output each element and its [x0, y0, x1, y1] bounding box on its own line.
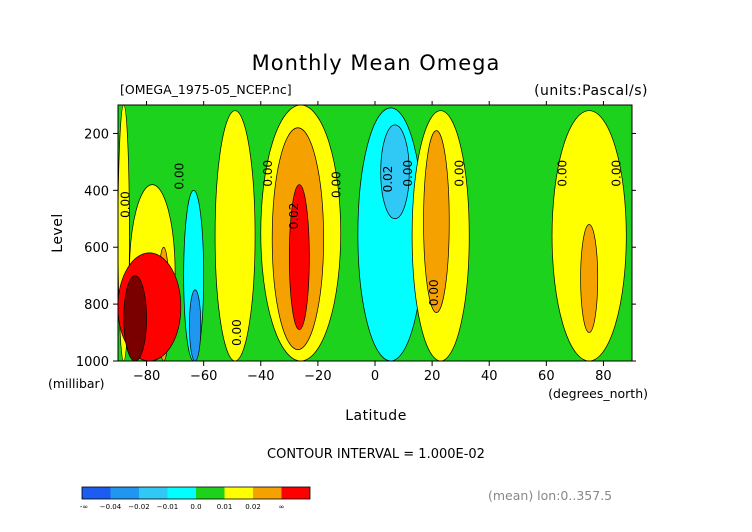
colorbar-swatch — [224, 487, 253, 499]
x-tick-label: −60 — [190, 369, 217, 384]
mean-label: (mean) lon:0..357.5 — [488, 488, 612, 503]
colorbar: -∞ −0.04 −0.02 −0.01 0.0 0.01 0.02 ∞ — [80, 486, 311, 511]
contour-region-lightblue — [380, 124, 410, 220]
contour-region-orange — [423, 130, 450, 313]
colorbar-swatch — [281, 487, 310, 499]
colorbar-label: 0.02 — [245, 503, 261, 511]
colorbar-label: −0.04 — [100, 503, 122, 511]
y-axis: 200 400 600 800 1000 — [76, 127, 636, 370]
x-axis-label: Latitude — [345, 408, 407, 424]
contour-label: 0.00 — [330, 171, 344, 198]
contour-label: 0.00 — [261, 160, 275, 187]
contour-label: 0.00 — [555, 160, 569, 187]
y-tick-label: 200 — [84, 127, 109, 142]
colorbar-swatch — [139, 487, 168, 499]
units-label: (units:Pascal/s) — [534, 83, 648, 99]
contour-label: 0.02 — [287, 203, 301, 230]
contour-region-darkred — [123, 275, 147, 361]
x-tick-label: −20 — [304, 369, 331, 384]
colorbar-swatch — [110, 487, 139, 499]
contour-region-yellow — [214, 110, 256, 361]
contour-label: 0.00 — [453, 160, 467, 187]
x-tick-label: −80 — [133, 369, 160, 384]
colorbar-label: -∞ — [80, 503, 88, 511]
file-label: [OMEGA_1975-05_NCEP.nc] — [120, 82, 292, 97]
x-tick-label: 0 — [371, 369, 379, 384]
x-tick-label: 60 — [538, 369, 555, 384]
x-axis: −80 −60 −40 −20 0 20 40 60 80 — [133, 101, 612, 384]
contour-label: 0.02 — [381, 166, 395, 193]
contour-fill-layer — [118, 105, 632, 361]
y-tick-label: 1000 — [76, 355, 109, 370]
colorbar-swatch — [196, 487, 225, 499]
colorbar-label: −0.02 — [128, 503, 149, 511]
x-tick-label: 40 — [481, 369, 498, 384]
y-tick-label: 600 — [84, 241, 109, 256]
colorbar-label: 0.0 — [190, 503, 201, 511]
colorbar-swatch — [82, 487, 111, 499]
colorbar-label: −0.01 — [157, 503, 178, 511]
contour-region-orange — [580, 224, 599, 333]
contour-label: 0.00 — [173, 163, 187, 190]
chart-title: Monthly Mean Omega — [252, 51, 501, 75]
x-tick-label: −40 — [247, 369, 274, 384]
x-tick-label: 20 — [424, 369, 441, 384]
x-unit: (degrees_north) — [548, 386, 648, 401]
colorbar-label: ∞ — [279, 503, 285, 511]
contour-region-blue — [189, 289, 202, 361]
contour-interval: CONTOUR INTERVAL = 1.000E-02 — [267, 447, 485, 462]
contour-label: 0.00 — [230, 319, 244, 346]
colorbar-label: 0.01 — [217, 503, 233, 511]
contour-label: 0.00 — [427, 279, 441, 306]
contour-label-layer: 0.00 0.00 0.00 0.00 0.02 0.00 0.02 0.00 0.00 0.00… — [118, 160, 623, 346]
y-tick-label: 400 — [84, 184, 109, 199]
x-tick-label: 80 — [595, 369, 612, 384]
y-tick-label: 800 — [84, 298, 109, 313]
colorbar-swatch — [167, 487, 196, 499]
contour-region-red — [288, 184, 310, 331]
contour-label: 0.00 — [401, 160, 415, 187]
contour-label: 0.00 — [118, 191, 132, 218]
colorbar-swatch — [253, 487, 282, 499]
contour-label: 0.00 — [610, 160, 624, 187]
y-axis-label: Level — [50, 213, 66, 252]
colorbar-frame — [81, 486, 311, 500]
y-unit: (millibar) — [48, 376, 105, 391]
